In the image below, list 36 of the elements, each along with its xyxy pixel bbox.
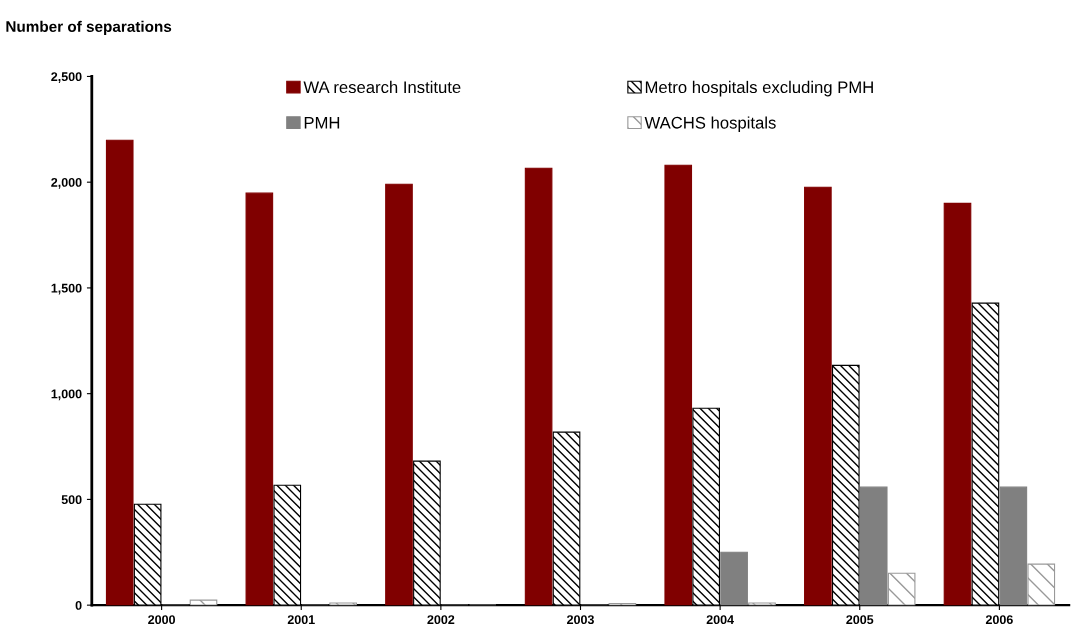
bar — [329, 602, 357, 606]
y-tick-label: 2,500 — [51, 72, 82, 83]
bar — [524, 167, 553, 606]
bar — [720, 551, 748, 606]
x-tick-label: 2004 — [706, 615, 734, 625]
bar — [189, 599, 218, 606]
bar — [692, 407, 720, 606]
bar — [831, 364, 860, 606]
bar — [943, 202, 972, 606]
bar — [105, 139, 134, 606]
y-tick-label: 2,000 — [51, 177, 82, 189]
bar — [748, 602, 776, 606]
x-tick-label: 2000 — [148, 615, 176, 625]
y-tick-label: 1,500 — [51, 283, 82, 295]
bar — [245, 192, 274, 606]
legend-label: Metro hospitals excluding PMH — [645, 80, 873, 97]
legend-label: PMH — [304, 117, 340, 129]
legend-label: WACHS hospitals — [644, 116, 776, 132]
bar — [887, 572, 916, 606]
legend-label: WA research Institute — [303, 80, 461, 94]
bar — [804, 186, 832, 606]
chart-title: Number of separations — [6, 20, 172, 36]
x-tick-label: 2002 — [427, 615, 455, 625]
bar — [664, 164, 693, 606]
bar — [133, 503, 162, 606]
y-tick-label: 500 — [61, 495, 82, 505]
y-tick-label: 0 — [75, 600, 82, 610]
y-tick-label: 1,000 — [51, 389, 82, 401]
bar — [859, 486, 888, 606]
x-tick-label: 2003 — [567, 615, 594, 625]
bar — [1027, 563, 1056, 606]
x-tick-label: 2005 — [846, 615, 874, 625]
x-tick-label: 2006 — [985, 615, 1013, 625]
x-tick-label: 2001 — [287, 615, 315, 625]
bar — [385, 183, 413, 606]
bar — [999, 486, 1028, 606]
